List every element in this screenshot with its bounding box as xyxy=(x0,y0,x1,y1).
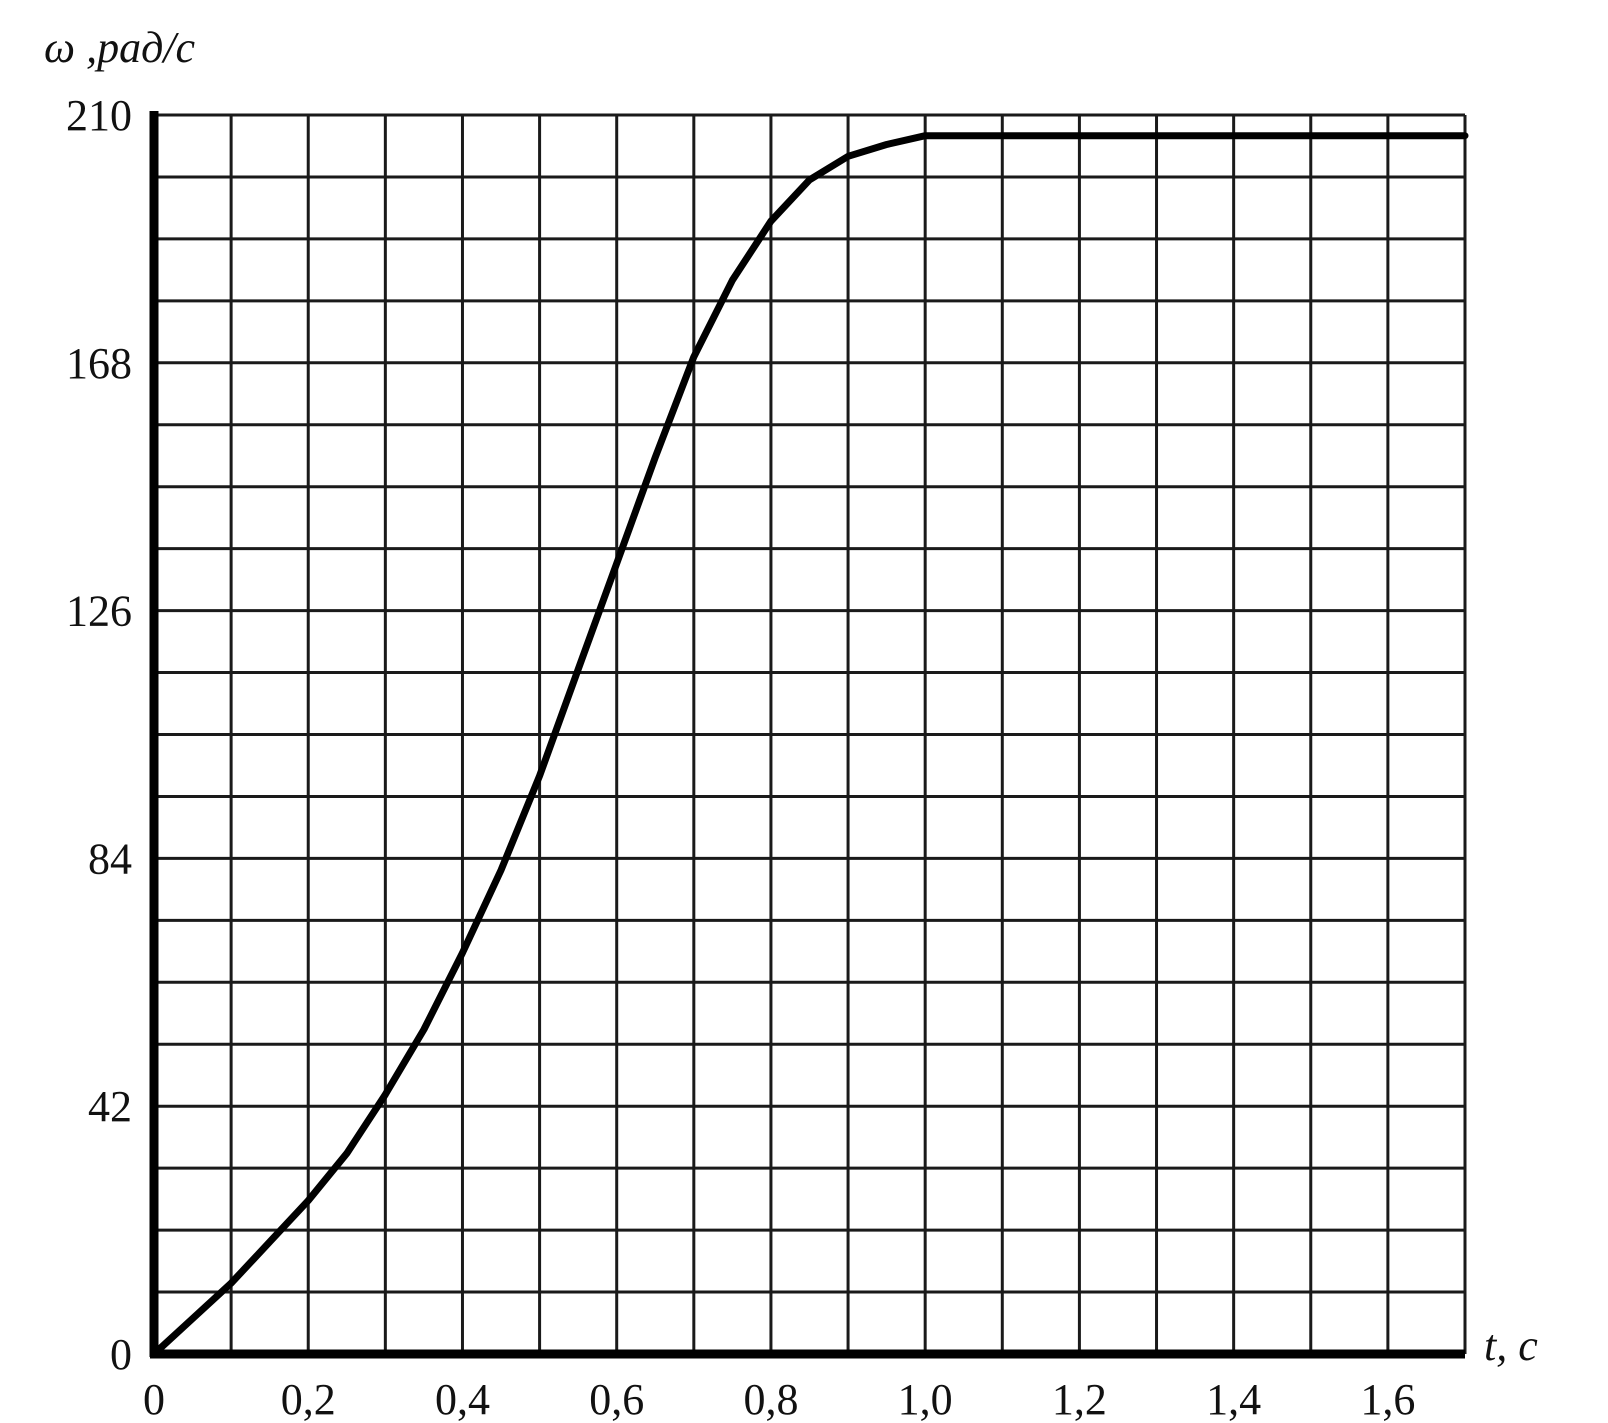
y-tick-label: 168 xyxy=(66,339,132,388)
tick-labels: 0 0,2 0,4 0,6 0,8 1,0 1,2 1,4 1,6 0 42 84 126 168 210 xyxy=(66,91,1415,1423)
y-tick-label: 0 xyxy=(110,1330,132,1379)
axes xyxy=(149,111,1465,1359)
y-tick-label: 42 xyxy=(88,1082,132,1131)
x-axis-title: t, c xyxy=(1484,1321,1538,1370)
x-tick-label: 1,2 xyxy=(1052,1375,1107,1423)
series-line xyxy=(150,132,1469,1358)
x-tick-label: 0,6 xyxy=(589,1375,644,1423)
y-tick-label: 210 xyxy=(66,91,132,140)
y-axis-title: ω ,рад/с xyxy=(44,23,196,72)
series-layer xyxy=(150,132,1469,1358)
grid xyxy=(154,113,1467,1354)
y-tick-label: 84 xyxy=(88,834,132,883)
y-tick-label: 126 xyxy=(66,587,132,636)
x-tick-label: 1,4 xyxy=(1206,1375,1261,1423)
x-tick-label: 1,0 xyxy=(898,1375,953,1423)
x-tick-label: 0,4 xyxy=(435,1375,490,1423)
x-tick-label: 0,8 xyxy=(743,1375,798,1423)
x-tick-label: 0,2 xyxy=(281,1375,336,1423)
x-tick-label: 0 xyxy=(143,1375,165,1423)
x-tick-label: 1,6 xyxy=(1360,1375,1415,1423)
